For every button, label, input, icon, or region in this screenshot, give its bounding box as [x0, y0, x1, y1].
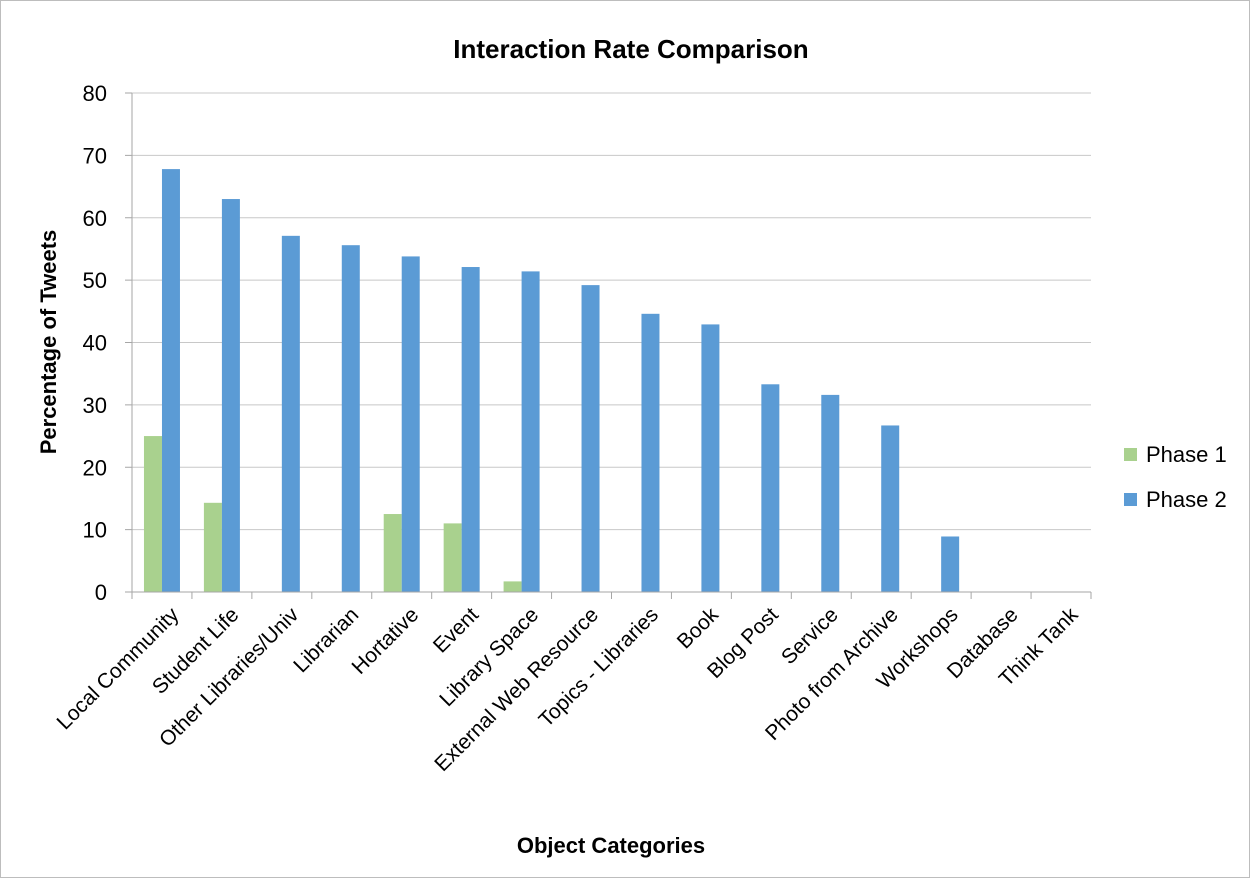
bar-phase-2: [701, 324, 720, 592]
y-tick-label: 80: [83, 81, 107, 106]
bar-phase-2: [221, 199, 240, 592]
y-tick-labels: 0 10 20 30 40 50 60 70 80: [83, 81, 107, 605]
x-axis-label: Object Categories: [517, 833, 705, 858]
bar-phase-1: [383, 514, 402, 592]
bar-phase-2: [941, 536, 960, 592]
y-tick-label: 60: [83, 206, 107, 231]
legend-swatch: [1124, 448, 1137, 461]
x-tick-label: Hortative: [348, 603, 424, 679]
axes: [125, 92, 1092, 599]
chart-title: Interaction Rate Comparison: [453, 34, 808, 64]
y-tick-label: 0: [95, 580, 107, 605]
bar-phase-2: [461, 267, 480, 592]
bar-phase-2: [341, 245, 360, 592]
bar-phase-1: [143, 436, 162, 592]
bar-phase-2: [401, 256, 420, 592]
y-tick-label: 10: [83, 518, 107, 543]
legend: Phase 1 Phase 2: [1124, 442, 1227, 512]
y-tick-label: 20: [83, 455, 107, 480]
y-tick-label: 40: [83, 331, 107, 356]
legend-swatch: [1124, 493, 1137, 506]
y-tick-label: 50: [83, 268, 107, 293]
gridlines: [132, 92, 1091, 531]
legend-label: Phase 2: [1146, 487, 1227, 512]
bar-phase-2: [821, 394, 840, 592]
y-tick-label: 30: [83, 393, 107, 418]
bar-phase-1: [443, 523, 462, 592]
y-tick-label: 70: [83, 143, 107, 168]
bar-phase-2: [761, 384, 780, 592]
y-axis-label: Percentage of Tweets: [36, 230, 61, 455]
x-tick-label: Event: [429, 603, 483, 657]
bar-phase-1: [203, 502, 222, 592]
legend-label: Phase 1: [1146, 442, 1227, 467]
bar-phase-2: [161, 169, 180, 592]
bar-phase-2: [641, 313, 660, 592]
bar-phase-2: [521, 271, 540, 592]
bar-phase-2: [581, 285, 600, 592]
x-tick-label: Book: [673, 603, 723, 653]
bar-phase-2: [281, 235, 300, 592]
bar-phase-1: [503, 581, 522, 592]
bars: [143, 169, 960, 592]
bar-phase-2: [881, 425, 900, 592]
